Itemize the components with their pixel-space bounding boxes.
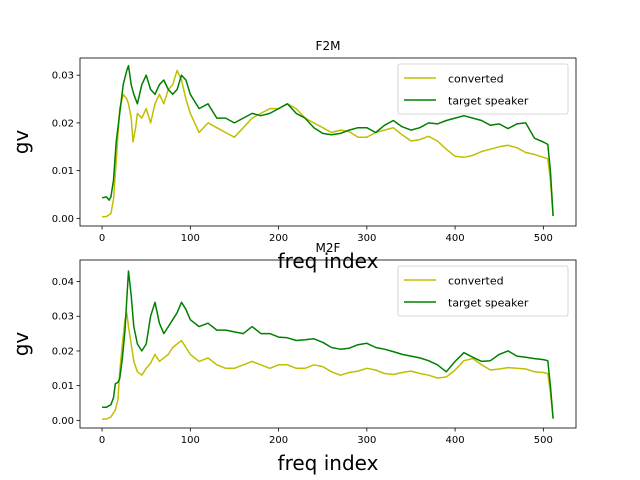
legend-box xyxy=(397,265,569,317)
y-tick-label: 0.02 xyxy=(52,118,74,129)
y-axis-label: gv xyxy=(9,332,33,357)
legend-label: converted xyxy=(448,73,504,86)
x-tick-label: 200 xyxy=(269,233,288,244)
series-line-converted xyxy=(102,69,554,218)
x-axis-label: freq index xyxy=(278,249,379,273)
x-tick-label: 200 xyxy=(269,435,288,446)
y-axis-label: gv xyxy=(9,130,33,155)
top-chart-f2m: 0 100 200 300 400 500 0.00 0.01 0.02 0.03 F2M gv fre… xyxy=(9,39,577,273)
y-tick-label: 0.03 xyxy=(52,312,74,323)
x-tick-label: 100 xyxy=(181,233,200,244)
bottom-chart-m2f: 0 100 200 300 400 500 0.00 0.01 0.02 0.03 0.04 M2F g… xyxy=(9,241,577,475)
y-tick-label: 0.00 xyxy=(52,214,74,225)
x-tick-label: 400 xyxy=(446,233,465,244)
y-tick-label: 0.03 xyxy=(52,71,74,82)
x-tick-label: 500 xyxy=(534,435,553,446)
x-tick-label: 500 xyxy=(534,233,553,244)
y-tick-label: 0.01 xyxy=(52,166,74,177)
x-tick-label: 300 xyxy=(357,233,376,244)
legend-box xyxy=(397,63,569,115)
x-tick-label: 0 xyxy=(99,435,105,446)
x-tick-label: 100 xyxy=(181,435,200,446)
x-tick-label: 0 xyxy=(99,233,105,244)
x-axis-label: freq index xyxy=(278,451,379,475)
x-tick-label: 300 xyxy=(357,435,376,446)
chart-title: F2M xyxy=(316,39,341,53)
legend-label: converted xyxy=(448,275,504,288)
series-line-target-speaker xyxy=(101,64,554,217)
axes-frame xyxy=(79,57,577,227)
axes-frame xyxy=(79,259,577,429)
y-tick-label: 0.01 xyxy=(52,381,74,392)
legend-label: target speaker xyxy=(448,297,529,310)
x-tick-label: 400 xyxy=(446,435,465,446)
series-line-converted xyxy=(102,312,554,421)
series-line-target-speaker xyxy=(102,270,554,419)
y-tick-label: 0.02 xyxy=(52,346,74,357)
y-tick-label: 0.04 xyxy=(52,277,74,288)
y-tick-label: 0.00 xyxy=(52,416,74,427)
chart-title: M2F xyxy=(316,241,341,255)
legend-label: target speaker xyxy=(448,95,529,108)
